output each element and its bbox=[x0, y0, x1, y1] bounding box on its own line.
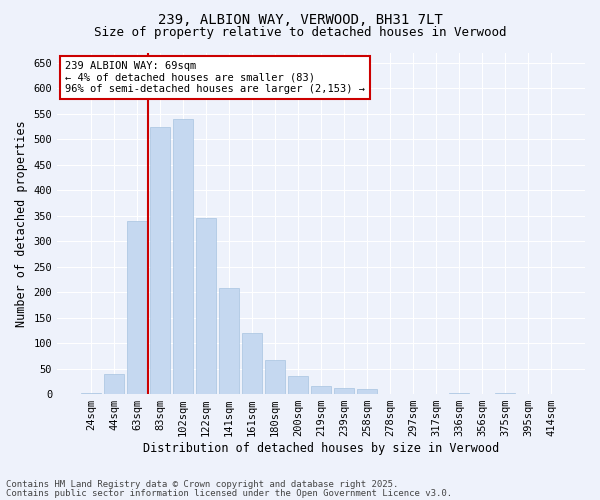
Bar bbox=[104, 374, 124, 394]
Bar bbox=[150, 127, 170, 394]
Bar bbox=[242, 333, 262, 394]
Bar bbox=[449, 393, 469, 394]
Bar bbox=[496, 393, 515, 394]
Text: Contains public sector information licensed under the Open Government Licence v3: Contains public sector information licen… bbox=[6, 489, 452, 498]
Text: Size of property relative to detached houses in Verwood: Size of property relative to detached ho… bbox=[94, 26, 506, 39]
Bar bbox=[173, 119, 193, 394]
Y-axis label: Number of detached properties: Number of detached properties bbox=[15, 120, 28, 326]
Text: 239 ALBION WAY: 69sqm
← 4% of detached houses are smaller (83)
96% of semi-detac: 239 ALBION WAY: 69sqm ← 4% of detached h… bbox=[65, 61, 365, 94]
Bar bbox=[127, 220, 147, 394]
Text: 239, ALBION WAY, VERWOOD, BH31 7LT: 239, ALBION WAY, VERWOOD, BH31 7LT bbox=[158, 12, 442, 26]
Bar bbox=[265, 360, 285, 394]
Bar bbox=[334, 388, 354, 394]
Bar bbox=[311, 386, 331, 394]
Bar bbox=[196, 218, 216, 394]
Bar bbox=[358, 389, 377, 394]
Bar bbox=[219, 288, 239, 394]
Bar bbox=[81, 392, 101, 394]
Bar bbox=[288, 376, 308, 394]
Text: Contains HM Land Registry data © Crown copyright and database right 2025.: Contains HM Land Registry data © Crown c… bbox=[6, 480, 398, 489]
X-axis label: Distribution of detached houses by size in Verwood: Distribution of detached houses by size … bbox=[143, 442, 499, 455]
